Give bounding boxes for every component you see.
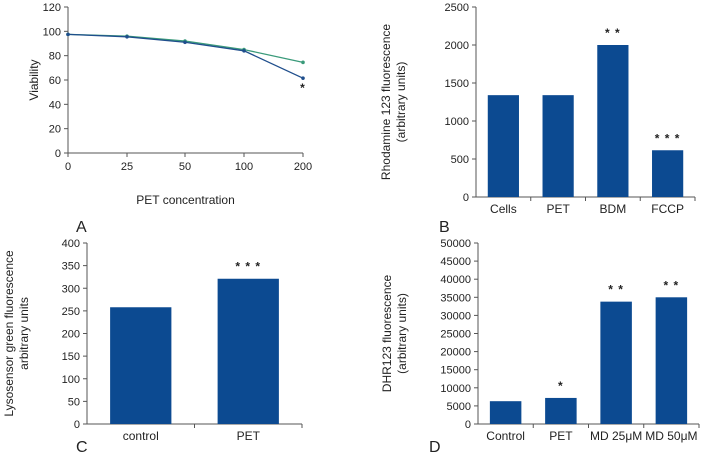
y-tick-label: 250 <box>62 306 80 318</box>
y-tick-label: 80 <box>49 51 61 63</box>
bar <box>487 95 519 197</box>
y-tick-label: 150 <box>62 351 80 363</box>
y-tick-label: 40000 <box>440 274 471 286</box>
x-tick-label: PET <box>549 429 573 443</box>
y-axis-title: arbitrary units <box>17 297 31 370</box>
x-tick-label: control <box>123 429 159 443</box>
significance-marker: * * <box>664 278 680 292</box>
bar <box>110 307 172 424</box>
panel-label: A <box>76 219 87 236</box>
y-axis-title: Rhodamine 123 fluorescence <box>379 24 393 180</box>
panel-label: B <box>439 219 450 236</box>
y-tick-label: 45000 <box>440 256 471 268</box>
panel-c-bar-chart: Lysosensor green fluorescence arbitrary u… <box>2 238 303 454</box>
bar <box>545 397 577 424</box>
data-point <box>242 49 246 53</box>
y-tick-label: 35000 <box>440 292 471 304</box>
y-tick-label: 15000 <box>440 365 471 377</box>
x-tick-label: MD 25μM <box>590 429 642 443</box>
panel-a-line-chart: Viability 0 20 40 60 80 100 120 0 25 50 100 200 PET c… <box>27 2 312 236</box>
y-axis-title: (arbitrary units) <box>394 62 408 143</box>
y-tick-label: 400 <box>62 238 80 250</box>
x-axis-title: PET concentration <box>136 193 235 207</box>
panel-d-bar-chart: DHR123 fluorescence (arbitrary units) 0 500… <box>380 238 700 454</box>
panel-label: C <box>76 439 88 454</box>
y-tick-label: 350 <box>62 261 80 273</box>
y-tick-label: 300 <box>62 283 80 295</box>
data-point <box>183 40 187 45</box>
y-tick-label: 0 <box>465 419 471 431</box>
significance-marker: * * <box>605 26 621 40</box>
y-tick-label: 0 <box>74 419 80 431</box>
y-tick-label: 60 <box>49 75 61 87</box>
x-tick-label: 50 <box>179 161 191 173</box>
y-axis-title: (arbitrary units) <box>395 293 409 374</box>
bar <box>597 45 629 197</box>
y-tick-label: 20 <box>49 124 61 136</box>
y-axis-title: Viability <box>27 59 41 100</box>
y-tick-label: 2500 <box>445 2 469 14</box>
significance-marker: * <box>300 81 306 95</box>
y-tick-label: 1000 <box>445 116 469 128</box>
x-tick-label: FCCP <box>651 202 684 216</box>
y-tick-label: 5000 <box>447 401 471 413</box>
significance-marker: * * * <box>655 131 681 145</box>
data-point <box>66 32 70 37</box>
y-tick-label: 100 <box>62 374 80 386</box>
y-tick-label: 500 <box>451 154 469 166</box>
data-point <box>301 76 305 80</box>
x-tick-label: 25 <box>121 161 133 173</box>
x-tick-label: MD 50μM <box>645 429 697 443</box>
y-tick-label: 0 <box>463 192 469 204</box>
data-point <box>125 35 129 39</box>
significance-marker: * * <box>608 283 624 297</box>
y-tick-label: 0 <box>55 148 61 160</box>
y-tick-label: 200 <box>62 329 80 341</box>
bar <box>217 278 279 424</box>
y-tick-label: 25000 <box>440 329 471 341</box>
y-axis-title: Lysosensor green fluorescence <box>2 250 16 417</box>
x-tick-label: Cells <box>490 202 517 216</box>
y-tick-label: 50 <box>68 396 80 408</box>
x-tick-label: 200 <box>294 161 312 173</box>
bar <box>489 401 522 424</box>
bar <box>655 297 688 424</box>
panel-b-bar-chart: Rhodamine 123 fluorescence (arbitrary uni… <box>379 2 696 236</box>
bar <box>600 301 632 424</box>
bar <box>542 95 574 197</box>
data-point <box>301 60 305 65</box>
x-tick-label: PET <box>546 202 570 216</box>
y-axis-title: DHR123 fluorescence <box>380 274 394 392</box>
bar <box>652 150 684 197</box>
y-tick-label: 30000 <box>440 310 471 322</box>
y-tick-label: 1500 <box>445 78 469 90</box>
y-tick-label: 120 <box>43 2 61 14</box>
significance-marker: * <box>558 379 564 393</box>
series-line <box>67 33 304 63</box>
x-tick-label: BDM <box>600 202 627 216</box>
x-tick-label: Control <box>486 429 525 443</box>
x-tick-label: 0 <box>65 161 71 173</box>
y-tick-label: 100 <box>43 26 61 38</box>
panel-label: D <box>429 439 441 454</box>
x-tick-label: PET <box>237 429 261 443</box>
y-tick-label: 50000 <box>440 238 471 250</box>
y-tick-label: 40 <box>49 99 61 111</box>
significance-marker: * * * <box>235 260 261 274</box>
x-tick-label: 100 <box>235 161 253 173</box>
y-tick-label: 20000 <box>440 347 471 359</box>
y-tick-label: 2000 <box>445 40 469 52</box>
y-tick-label: 10000 <box>440 383 471 395</box>
